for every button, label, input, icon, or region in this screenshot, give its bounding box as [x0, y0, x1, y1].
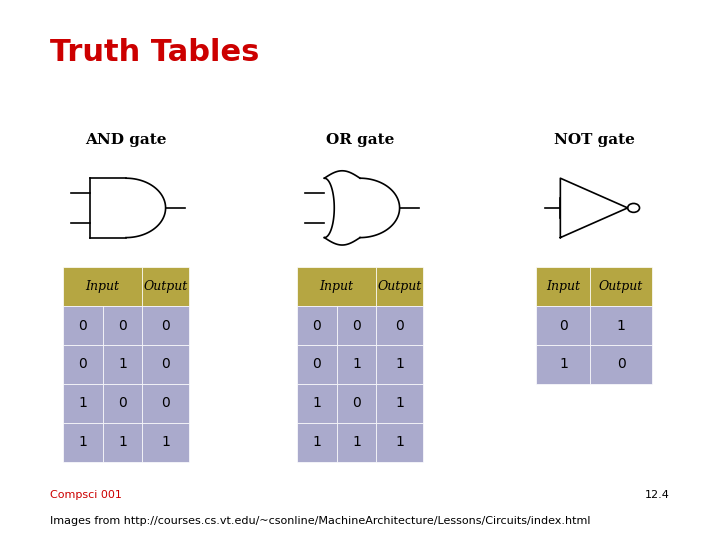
Text: Input: Input [320, 280, 354, 293]
Text: 0: 0 [312, 319, 321, 333]
Text: NOT gate: NOT gate [554, 133, 634, 147]
Text: Output: Output [377, 280, 422, 293]
Text: 1: 1 [118, 435, 127, 449]
FancyBboxPatch shape [102, 384, 142, 423]
Text: 0: 0 [118, 319, 127, 333]
Text: Output: Output [143, 280, 188, 293]
FancyBboxPatch shape [376, 306, 423, 345]
Text: 0: 0 [161, 319, 170, 333]
FancyBboxPatch shape [63, 267, 143, 306]
FancyBboxPatch shape [590, 267, 652, 306]
Text: 1: 1 [395, 357, 404, 372]
Text: 0: 0 [616, 357, 626, 372]
Text: 0: 0 [78, 357, 87, 372]
Text: Output: Output [599, 280, 643, 293]
Text: 1: 1 [161, 435, 170, 449]
FancyBboxPatch shape [63, 345, 102, 384]
FancyBboxPatch shape [590, 345, 652, 384]
FancyBboxPatch shape [336, 384, 376, 423]
Text: 0: 0 [395, 319, 404, 333]
Text: 0: 0 [161, 396, 170, 410]
Text: 1: 1 [78, 435, 87, 449]
FancyBboxPatch shape [376, 267, 423, 306]
FancyBboxPatch shape [143, 384, 189, 423]
FancyBboxPatch shape [297, 267, 376, 306]
FancyBboxPatch shape [536, 267, 590, 306]
FancyBboxPatch shape [297, 306, 336, 345]
Text: 1: 1 [312, 396, 321, 410]
Text: Input: Input [86, 280, 120, 293]
FancyBboxPatch shape [376, 423, 423, 462]
Text: 0: 0 [352, 396, 361, 410]
FancyBboxPatch shape [297, 423, 336, 462]
FancyBboxPatch shape [376, 384, 423, 423]
Text: Input: Input [546, 280, 580, 293]
Text: 1: 1 [395, 435, 404, 449]
FancyBboxPatch shape [102, 306, 142, 345]
FancyBboxPatch shape [536, 306, 590, 345]
FancyBboxPatch shape [63, 423, 102, 462]
Text: 1: 1 [559, 357, 568, 372]
Text: 1: 1 [78, 396, 87, 410]
Text: 0: 0 [161, 357, 170, 372]
FancyBboxPatch shape [102, 345, 142, 384]
FancyBboxPatch shape [336, 345, 376, 384]
Text: OR gate: OR gate [326, 133, 394, 147]
Text: 0: 0 [312, 357, 321, 372]
Text: 0: 0 [352, 319, 361, 333]
FancyBboxPatch shape [336, 423, 376, 462]
FancyBboxPatch shape [297, 384, 336, 423]
FancyBboxPatch shape [63, 384, 102, 423]
Text: Truth Tables: Truth Tables [50, 38, 260, 67]
FancyBboxPatch shape [143, 306, 189, 345]
FancyBboxPatch shape [590, 306, 652, 345]
FancyBboxPatch shape [102, 423, 142, 462]
Text: 1: 1 [118, 357, 127, 372]
FancyBboxPatch shape [376, 345, 423, 384]
FancyBboxPatch shape [297, 345, 336, 384]
Text: Images from http://courses.cs.vt.edu/~csonline/MachineArchitecture/Lessons/Circu: Images from http://courses.cs.vt.edu/~cs… [50, 516, 591, 526]
Text: 1: 1 [395, 396, 404, 410]
FancyBboxPatch shape [336, 306, 376, 345]
Text: 0: 0 [559, 319, 568, 333]
FancyBboxPatch shape [536, 345, 590, 384]
Text: 1: 1 [312, 435, 321, 449]
Text: AND gate: AND gate [85, 133, 167, 147]
Text: 12.4: 12.4 [644, 489, 670, 500]
Text: 0: 0 [78, 319, 87, 333]
FancyBboxPatch shape [143, 345, 189, 384]
Text: 1: 1 [352, 435, 361, 449]
Text: 1: 1 [616, 319, 626, 333]
Text: 0: 0 [118, 396, 127, 410]
Text: 1: 1 [352, 357, 361, 372]
Text: Compsci 001: Compsci 001 [50, 489, 122, 500]
FancyBboxPatch shape [143, 267, 189, 306]
FancyBboxPatch shape [143, 423, 189, 462]
FancyBboxPatch shape [63, 306, 102, 345]
